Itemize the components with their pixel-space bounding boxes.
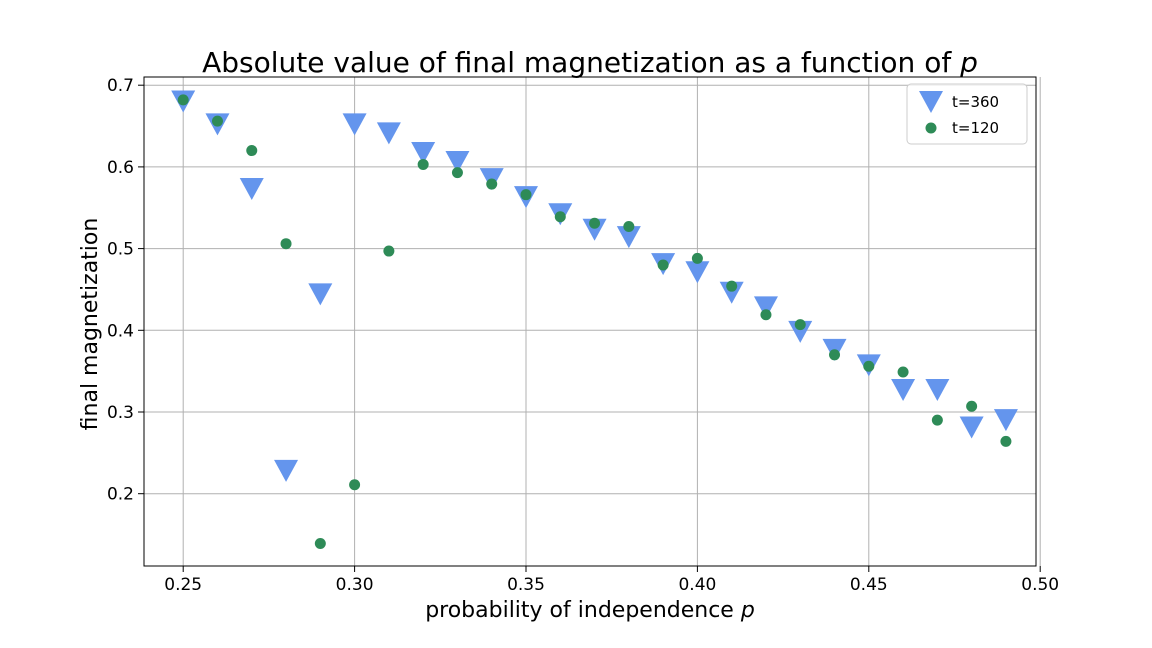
triangle-point [376, 122, 401, 145]
y-tick-label: 0.7 [107, 76, 134, 96]
circle-point [177, 94, 189, 106]
legend-triangle-marker [919, 91, 943, 113]
circle-point [451, 167, 463, 179]
y-tick-label: 0.5 [107, 240, 134, 260]
x-tick-label: 0.40 [678, 575, 716, 595]
triangle-point [891, 378, 916, 401]
circle-point [726, 280, 738, 292]
circle-point [897, 366, 909, 378]
circle-point [554, 211, 566, 223]
grid [144, 77, 1041, 566]
triangle-point [753, 296, 778, 319]
triangle-point [239, 177, 264, 200]
data-marks [171, 90, 1018, 550]
y-tick-label: 0.6 [107, 158, 134, 178]
circle-point [829, 349, 841, 361]
y-tick-label: 0.2 [107, 485, 134, 505]
legend: t=360 t=120 [906, 83, 1028, 145]
triangle-point [308, 283, 333, 306]
triangle-point [993, 409, 1018, 432]
x-tick-label: 0.50 [1021, 575, 1059, 595]
circle-point [794, 319, 806, 331]
y-axis-label: final magnetization [78, 218, 103, 431]
circle-point [589, 217, 601, 229]
x-axis-label: probability of independence p [425, 598, 755, 623]
circle-point [520, 189, 532, 201]
circle-point [863, 360, 875, 372]
circle-point [349, 479, 361, 491]
triangle-point [685, 261, 710, 284]
series-1 [177, 94, 1012, 550]
circle-point [657, 259, 669, 271]
legend-label: t=360 [952, 93, 999, 111]
circle-point [280, 238, 292, 250]
triangle-point [719, 281, 744, 304]
triangle-point [582, 218, 607, 241]
chart-title: Absolute value of final magnetization as… [202, 46, 978, 79]
circle-point [246, 145, 258, 157]
triangle-point [445, 150, 470, 173]
circle-point [1000, 435, 1012, 447]
circle-point [623, 221, 635, 233]
circle-point [314, 538, 326, 550]
plot-frame [143, 76, 1037, 567]
triangle-point [411, 142, 436, 165]
triangle-point [616, 226, 641, 249]
x-tick-label: 0.45 [850, 575, 888, 595]
circle-point [211, 115, 223, 127]
triangle-point [959, 416, 984, 439]
circle-point [486, 178, 498, 190]
triangle-point [788, 320, 813, 343]
series-0 [171, 90, 1018, 482]
y-tick-label: 0.4 [107, 321, 134, 341]
circle-point [931, 414, 943, 426]
triangle-point [274, 459, 299, 482]
triangle-point [342, 113, 367, 136]
circle-point [417, 158, 429, 170]
legend-entries: t=360 t=120 [919, 91, 999, 137]
triangle-point [925, 378, 950, 401]
y-tick-label: 0.3 [107, 403, 134, 423]
circle-point [691, 252, 703, 264]
x-tick-label: 0.25 [164, 575, 202, 595]
x-tick-label: 0.35 [507, 575, 545, 595]
circle-point [760, 309, 772, 321]
x-tick-label: 0.30 [336, 575, 374, 595]
legend-label: t=120 [952, 119, 999, 137]
axis-ticks: 0.25 0.30 0.35 0.40 0.45 0.50 0.2 0.3 0.4 0.5 0.6 0… [107, 76, 1059, 595]
legend-circle-marker [925, 122, 937, 134]
circle-point [383, 245, 395, 257]
circle-point [966, 400, 978, 412]
